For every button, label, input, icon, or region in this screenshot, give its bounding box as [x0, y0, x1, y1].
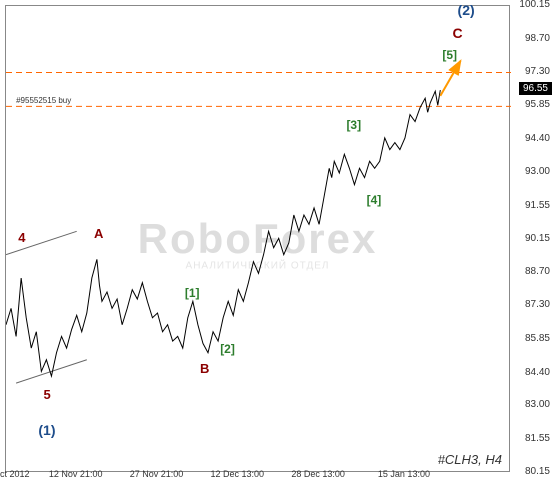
y-tick: 87.30 — [510, 299, 550, 310]
wave-label: 4 — [18, 230, 25, 245]
wave-label: [5] — [442, 48, 457, 62]
y-axis: 80.1581.5583.0084.4085.8587.3088.7090.15… — [510, 5, 552, 472]
y-tick: 97.30 — [510, 66, 550, 77]
y-tick: 80.15 — [510, 466, 550, 477]
wave-label: [4] — [367, 193, 382, 207]
wave-label: 5 — [43, 387, 50, 402]
y-tick: 93.00 — [510, 166, 550, 177]
y-tick: 95.85 — [510, 99, 550, 110]
buy-marker-label: #95552515 buy — [16, 96, 71, 105]
wave-label: (1) — [38, 422, 55, 438]
wave-label: C — [453, 25, 463, 41]
y-tick: 83.00 — [510, 399, 550, 410]
price-chart-svg — [6, 6, 511, 473]
y-tick: 100.15 — [510, 0, 550, 10]
y-tick: 88.70 — [510, 266, 550, 277]
wave-label: A — [94, 226, 103, 241]
y-tick: 81.55 — [510, 433, 550, 444]
y-tick: 91.55 — [510, 200, 550, 211]
y-tick: 84.40 — [510, 367, 550, 378]
wave-label: [2] — [220, 342, 235, 356]
wave-label: [3] — [346, 118, 361, 132]
y-tick: 90.15 — [510, 233, 550, 244]
wave-label: [1] — [185, 286, 200, 300]
wave-label: B — [200, 361, 209, 376]
plot-area: RoboForex АНАЛИТИЧЕСКИЙ ОТДЕЛ 4A5(1)B[1]… — [5, 5, 510, 472]
y-tick: 98.70 — [510, 33, 550, 44]
y-tick: 85.85 — [510, 333, 550, 344]
chart-container: RoboForex АНАЛИТИЧЕСКИЙ ОТДЕЛ 4A5(1)B[1]… — [0, 0, 552, 503]
current-price-box: 96.55 — [519, 82, 552, 95]
y-tick: 94.40 — [510, 133, 550, 144]
wave-label: (2) — [458, 2, 475, 18]
